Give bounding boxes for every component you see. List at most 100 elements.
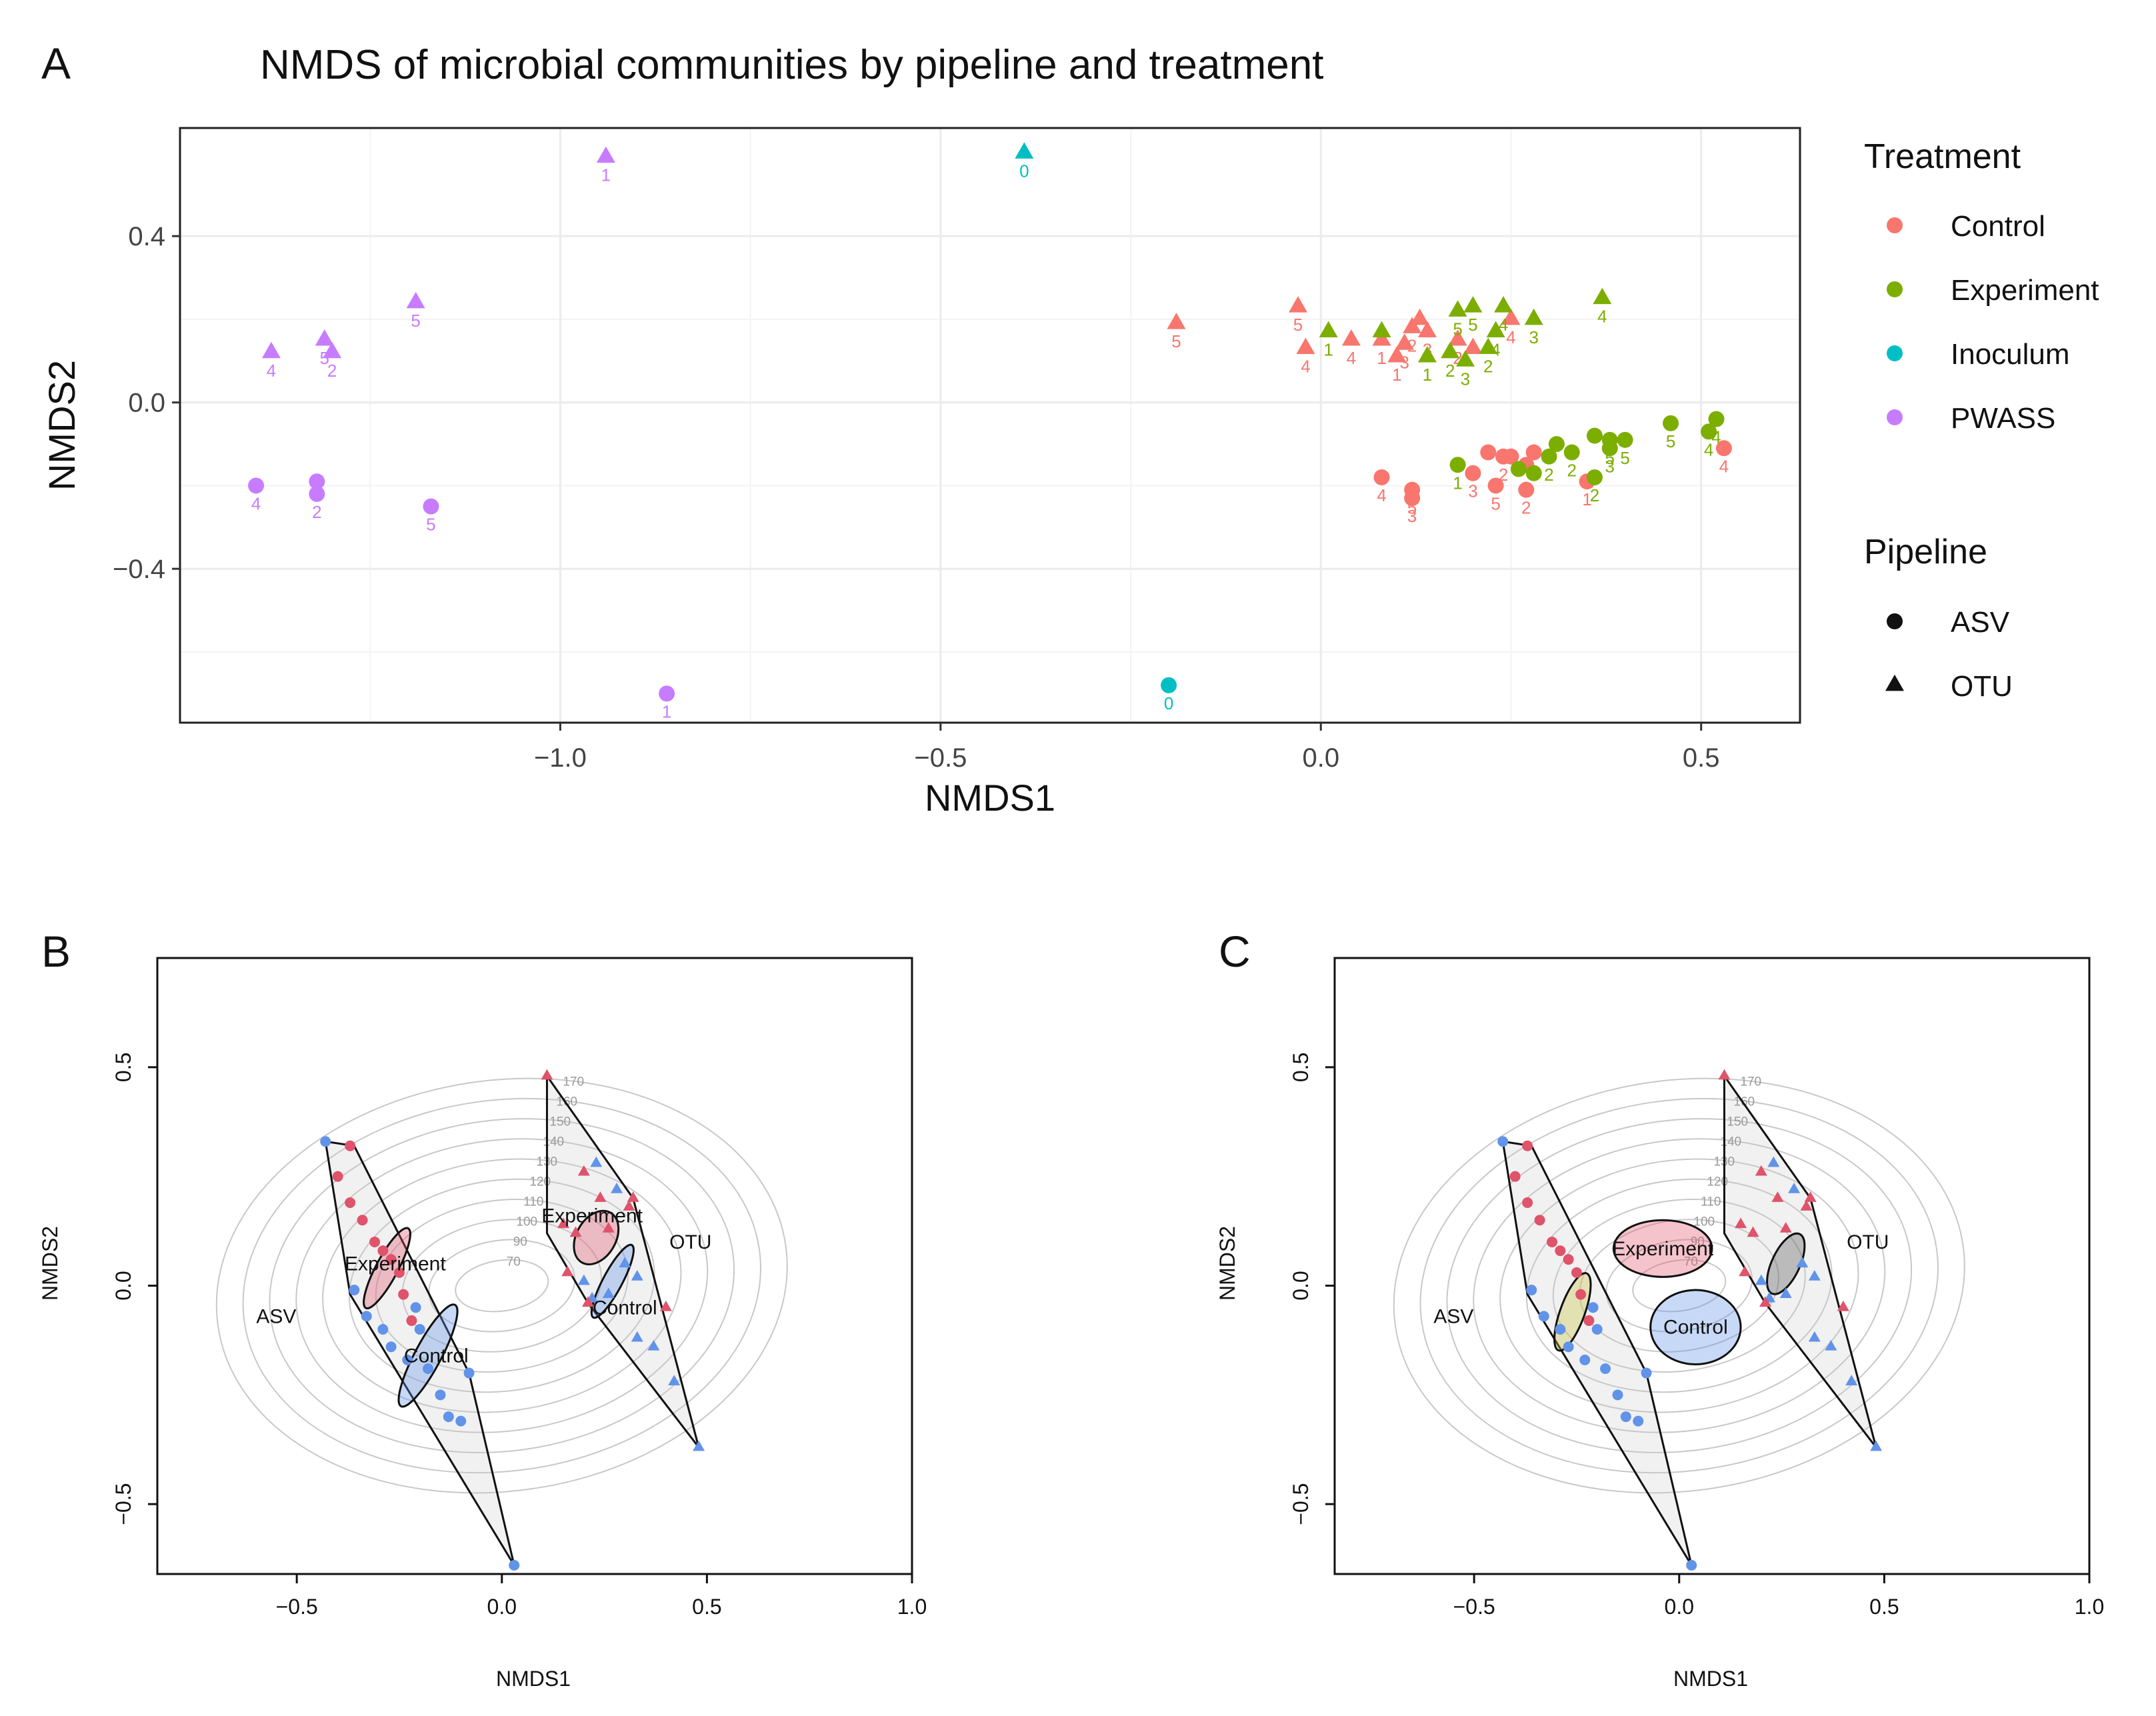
data-point — [627, 1191, 639, 1202]
point-label: 4 — [1711, 427, 1721, 447]
data-point — [1526, 1285, 1537, 1296]
ellipse-label: Control — [593, 1297, 657, 1319]
data-point — [393, 1267, 405, 1278]
data-point — [1641, 1367, 1652, 1379]
data-point — [1837, 1300, 1849, 1311]
data-point — [1341, 329, 1361, 346]
data-point — [1525, 465, 1542, 481]
data-point — [1593, 287, 1612, 305]
contour-line — [269, 1118, 735, 1453]
point-label: 5 — [1605, 448, 1615, 468]
data-point — [611, 1182, 623, 1193]
chart-c-ylabel: NMDS2 — [1215, 1226, 1239, 1301]
data-point — [345, 1140, 356, 1151]
data-point — [410, 1302, 421, 1313]
data-point — [1479, 337, 1498, 355]
data-point — [659, 685, 675, 702]
legend-label-control: Control — [1951, 210, 2045, 243]
data-point — [1600, 1363, 1611, 1374]
data-point — [1617, 431, 1633, 448]
contour-label: 140 — [543, 1135, 564, 1149]
point-label: 4 — [1377, 485, 1386, 505]
point-label: 3 — [1461, 369, 1470, 389]
legend-treatment-title: Treatment — [1864, 137, 2021, 176]
panel-a-letter: A — [41, 39, 71, 88]
data-point — [1448, 329, 1467, 346]
point-label: 4 — [1347, 348, 1356, 368]
y-tick-label: 0.0 — [111, 1271, 135, 1300]
data-point — [1739, 1265, 1751, 1277]
data-point — [1525, 444, 1542, 461]
data-point — [463, 1367, 475, 1379]
data-point — [423, 1363, 434, 1374]
data-point — [1583, 1315, 1595, 1326]
contour-label: 90 — [513, 1235, 527, 1249]
data-point — [577, 1274, 590, 1285]
contour-label: 150 — [549, 1115, 571, 1129]
hull-fill-asv — [1503, 1141, 1692, 1565]
data-point — [369, 1236, 381, 1247]
chart-b-ylabel: NMDS2 — [38, 1226, 62, 1301]
panel-c-letter: C — [1219, 927, 1251, 976]
point-label: 3 — [1605, 456, 1615, 476]
data-point — [1555, 1324, 1566, 1335]
data-point — [1480, 444, 1497, 461]
point-label: 5 — [1293, 315, 1303, 335]
chart-a-legend: Treatment Pipeline Control Experiment Inoc… — [1864, 137, 2099, 703]
data-point — [577, 1165, 590, 1176]
contour-label: 110 — [523, 1195, 543, 1209]
contour-line — [1552, 1199, 1806, 1373]
point-label: 4 — [1719, 456, 1729, 476]
contour-line — [1499, 1158, 1859, 1413]
data-point — [1404, 490, 1421, 507]
data-point — [1487, 477, 1504, 494]
data-point — [561, 1265, 574, 1277]
data-point — [414, 1324, 425, 1335]
x-tick-label: 0.0 — [1665, 1595, 1694, 1619]
point-label: 2 — [1521, 498, 1531, 518]
data-point — [1663, 415, 1679, 431]
point-label: 5 — [1620, 448, 1629, 468]
point-label: 3 — [1529, 327, 1538, 347]
data-point — [332, 1171, 343, 1182]
data-point — [349, 1285, 360, 1296]
data-point — [1518, 481, 1535, 498]
chart-b-plot-border — [156, 957, 913, 1575]
point-label: 4 — [1301, 357, 1310, 377]
data-point — [1503, 448, 1519, 465]
y-tick-label: −0.5 — [111, 1483, 135, 1525]
data-point — [261, 341, 281, 359]
point-label: 4 — [1704, 439, 1713, 459]
point-label: 1 — [1453, 473, 1462, 493]
data-point — [1161, 677, 1177, 693]
data-point — [315, 329, 334, 346]
data-point — [623, 1200, 635, 1211]
y-tick-label: 0.5 — [1289, 1053, 1313, 1082]
panel-b: B 7090100110120130140150160170Experiment… — [38, 927, 927, 1691]
contour-label: 100 — [1693, 1215, 1715, 1229]
data-point — [1587, 1302, 1599, 1313]
contour-label: 70 — [1684, 1255, 1698, 1269]
data-point — [323, 341, 342, 359]
ellipse-label: Experiment — [541, 1205, 643, 1227]
chart-a-plot-border — [179, 127, 1801, 724]
legend-label-experiment: Experiment — [1951, 274, 2099, 307]
legend-swatch-pwass — [1887, 409, 1903, 425]
data-point — [1575, 1289, 1587, 1300]
data-point — [385, 1254, 397, 1265]
point-label: 5 — [411, 311, 420, 331]
data-point — [443, 1411, 454, 1423]
data-point — [1701, 423, 1717, 440]
data-point — [1845, 1375, 1858, 1386]
contour-line — [1473, 1138, 1886, 1433]
data-point — [1771, 1191, 1784, 1202]
x-tick-label: −0.5 — [1453, 1595, 1495, 1619]
contour-label: 90 — [1691, 1235, 1705, 1249]
plot-area: 7090100110120130140150160170ExperimentCo… — [1393, 1069, 1965, 1571]
data-point — [377, 1324, 389, 1335]
data-point — [1755, 1165, 1767, 1176]
chart-b-ticks: −0.5 0.0 0.5 1.0 0.5 0.0 −0.5 — [111, 1053, 927, 1619]
data-point — [1417, 321, 1437, 338]
data-point — [423, 498, 439, 515]
